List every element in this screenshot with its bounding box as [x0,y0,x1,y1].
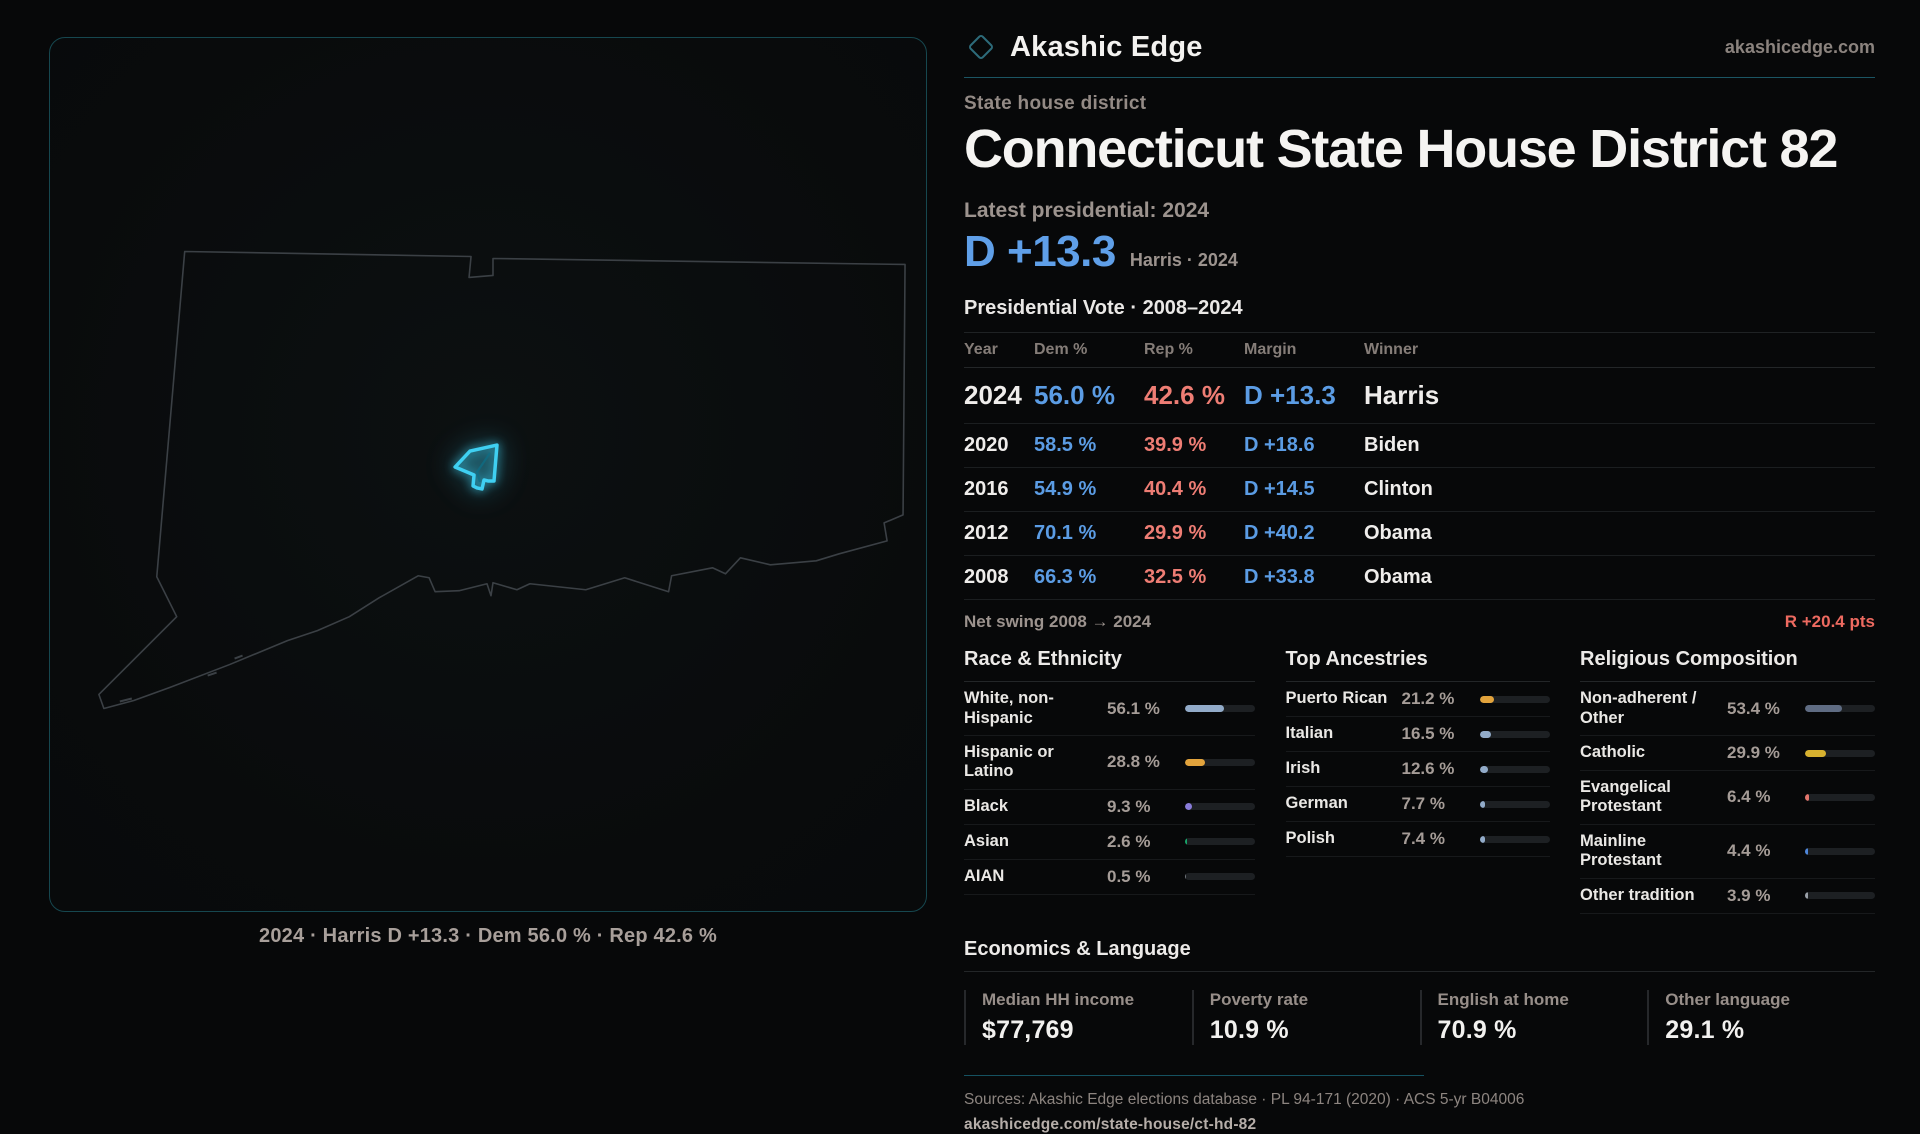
list-item: White, non-Hispanic 56.1 % [964,682,1255,737]
list-item: Asian 2.6 % [964,825,1255,860]
mini-bar [1805,705,1875,713]
net-swing-row: Net swing 2008 → 2024 R +20.4 pts [964,612,1875,632]
latest-margin-row: D +13.3 Harris · 2024 [964,227,1875,277]
detail-panel: Akashic Edge akashicedge.com State house… [964,30,1875,1134]
col-dem: Dem % [1034,341,1088,359]
sources-text: Sources: Akashic Edge elections database… [964,1090,1525,1108]
table-header-row: Year Dem % Rep % Margin Winner [964,332,1875,369]
mini-bar [1805,793,1875,801]
mini-bar [1479,695,1550,703]
mini-bar [1805,749,1875,757]
presidential-vote-table: Year Dem % Rep % Margin Winner 2024 56.0… [964,332,1875,601]
mini-bar [1479,835,1550,843]
mini-bar [1185,705,1255,713]
religion-panel: Religious Composition Non-adherent / Oth… [1580,648,1875,914]
net-swing-label: Net swing 2008 → 2024 [964,612,1152,632]
list-item: Catholic 29.9 % [1580,736,1875,772]
table-row: 2012 70.1 % 29.9 % D +40.2 Obama [964,512,1875,557]
connecticut-map [98,250,906,710]
list-item: German 7.7 % [1285,787,1550,823]
kicker: State house district [964,93,1147,114]
district-map-panel [49,37,927,912]
highlighted-district-shape [453,443,499,491]
footer-divider [964,1074,1424,1076]
list-item: Irish 12.6 % [1285,752,1550,788]
mini-bar [1185,838,1255,846]
site-link[interactable]: akashicedge.com [1724,36,1875,57]
economics-title: Economics & Language [964,938,1875,972]
list-item: Puerto Rican 21.2 % [1285,682,1550,718]
list-item: AIAN 0.5 % [964,860,1255,895]
list-item: Hispanic or Latino 28.8 % [964,736,1255,790]
stat-median-income: Median HH income $77,769 [964,989,1192,1045]
list-item: Italian 16.5 % [1285,717,1550,753]
distribution-panels: Race & Ethnicity White, non-Hispanic 56.… [964,648,1875,914]
state-outline-path [98,250,906,710]
col-winner: Winner [1364,341,1419,359]
mini-bar [1805,892,1875,900]
brand-name: Akashic Edge [1010,30,1203,63]
coastal-islands [119,654,243,703]
map-caption: 2024 · Harris D +13.3 · Dem 56.0 % · Rep… [259,925,717,947]
diamond-logo-icon [969,35,993,59]
vote-table-title: Presidential Vote · 2008–2024 [964,297,1243,320]
mini-bar [1185,873,1255,881]
latest-presidential-label: Latest presidential: 2024 [964,199,1210,223]
panel-title: Top Ancestries [1285,648,1550,683]
list-item: Polish 7.4 % [1285,822,1550,858]
brand-header: Akashic Edge akashicedge.com [964,30,1875,64]
brand-link[interactable]: Akashic Edge [964,30,1203,64]
latest-margin-sub: Harris · 2024 [1129,250,1238,271]
col-year: Year [964,341,998,359]
panel-title: Religious Composition [1580,648,1875,683]
list-item: Black 9.3 % [964,790,1255,825]
table-row: 2016 54.9 % 40.4 % D +14.5 Clinton [964,468,1875,513]
mini-bar [1479,730,1550,738]
list-item: Evangelical Protestant 6.4 % [1580,771,1875,825]
page-title: Connecticut State House District 82 [964,119,1838,179]
stat-english-at-home: English at home 70.9 % [1419,989,1648,1045]
table-row: 2024 56.0 % 42.6 % D +13.3 Harris [964,368,1875,425]
list-item: Other tradition 3.9 % [1580,879,1875,914]
mini-bar [1805,847,1875,855]
list-item: Non-adherent / Other 53.4 % [1580,682,1875,737]
economics-stats: Median HH income $77,769 Poverty rate 10… [964,989,1875,1045]
mini-bar [1479,800,1550,808]
net-swing-value: R +20.4 pts [1784,612,1875,632]
permalink[interactable]: akashicedge.com/state-house/ct-hd-82 [964,1115,1257,1133]
stat-poverty-rate: Poverty rate 10.9 % [1191,989,1420,1045]
race-ethnicity-panel: Race & Ethnicity White, non-Hispanic 56.… [964,648,1255,914]
list-item: Mainline Protestant 4.4 % [1580,825,1875,879]
col-rep: Rep % [1144,341,1193,359]
col-margin: Margin [1244,341,1297,359]
ancestries-panel: Top Ancestries Puerto Rican 21.2 % Itali… [1285,648,1550,914]
stat-other-language: Other language 29.1 % [1647,989,1875,1045]
panel-title: Race & Ethnicity [964,648,1255,683]
header-divider [964,77,1875,78]
latest-margin-value: D +13.3 [964,227,1116,277]
table-row: 2020 58.5 % 39.9 % D +18.6 Biden [964,424,1875,469]
mini-bar [1185,758,1255,766]
district-inner-boundary [475,452,491,483]
table-row: 2008 66.3 % 32.5 % D +33.8 Obama [964,556,1875,601]
mini-bar [1479,765,1550,773]
mini-bar [1185,803,1255,811]
